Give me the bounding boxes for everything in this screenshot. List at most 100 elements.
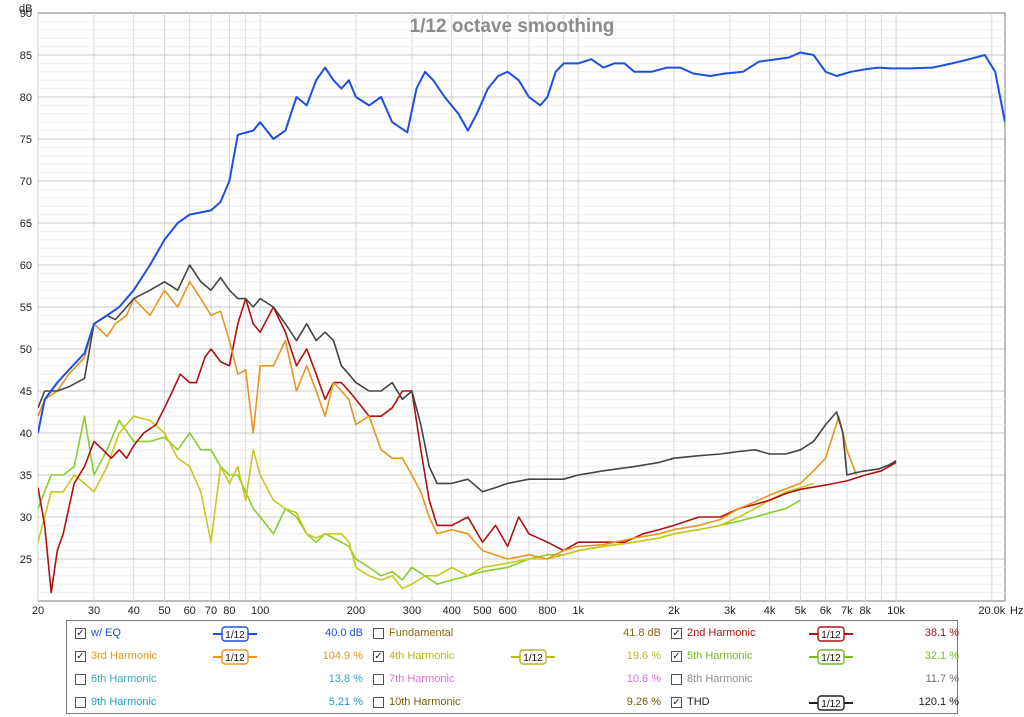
- x-tick-label: 400: [442, 605, 460, 617]
- smoothing-label: 1/12: [821, 699, 841, 710]
- series-name: 7th Harmonic: [389, 673, 455, 685]
- series-name: 4th Harmonic: [389, 650, 455, 662]
- x-axis-unit: Hz: [1010, 605, 1023, 617]
- chart-svg: 25 30 35 40 45 50 55 60 65 70 75 80 85 90 20 30 40 50 60 70…: [19, 3, 1023, 617]
- y-tick-label: 80: [20, 92, 32, 104]
- legend-row: ✓ w/ EQ 1/12 40.0 dB Fundamental 41.8 dB ✓ 2nd …: [67, 623, 959, 645]
- y-tick-label: 60: [20, 260, 32, 272]
- smoothing-button[interactable]: 1/12: [213, 626, 257, 642]
- legend-item: Fundamental 41.8 dB: [365, 623, 661, 645]
- x-tick-label: 300: [403, 605, 421, 617]
- series-name: 10th Harmonic: [389, 696, 461, 708]
- legend-item: ✓ w/ EQ 1/12 40.0 dB: [67, 623, 363, 645]
- series-line-w-eq: [38, 51, 1005, 434]
- x-tick-label: 60: [184, 605, 196, 617]
- y-tick-label: 90: [20, 8, 32, 20]
- series-line-3rd-harmonic: [38, 281, 858, 560]
- x-tick-label: 3k: [724, 605, 736, 617]
- series-value: 104.9 %: [322, 650, 363, 662]
- series-name: 2nd Harmonic: [687, 627, 756, 639]
- legend-item: ✓ 5th Harmonic 1/12 32.1 %: [663, 646, 959, 668]
- y-tick-label: 70: [20, 176, 32, 188]
- series-value: 40.0 dB: [325, 627, 363, 639]
- series-name: 3rd Harmonic: [91, 650, 158, 662]
- y-tick-label: 75: [20, 134, 32, 146]
- x-tick-label: 500: [473, 605, 491, 617]
- smoothing-button[interactable]: 1/12: [809, 649, 853, 665]
- x-tick-label: 20: [32, 605, 44, 617]
- series-checkbox[interactable]: [373, 697, 384, 708]
- series-value: 11.7 %: [925, 673, 959, 685]
- smoothing-button[interactable]: 1/12: [213, 649, 257, 665]
- series-checkbox[interactable]: ✓: [75, 651, 86, 662]
- series-value: 13.8 %: [328, 673, 363, 685]
- y-tick-label: 25: [20, 554, 32, 566]
- series-value: 38.1 %: [924, 627, 959, 639]
- legend-item: ✓ 2nd Harmonic 1/12 38.1 %: [663, 623, 959, 645]
- series-checkbox[interactable]: ✓: [373, 651, 384, 662]
- x-tick-label: 200: [347, 605, 365, 617]
- smoothing-button[interactable]: 1/12: [809, 695, 853, 711]
- x-tick-label: 10k: [887, 605, 905, 617]
- y-tick-label: 55: [20, 302, 32, 314]
- legend-item: 7th Harmonic 10.6 %: [365, 669, 661, 691]
- x-tick-label: 4k: [764, 605, 776, 617]
- series-checkbox[interactable]: ✓: [75, 628, 86, 639]
- x-tick-label: 20.0k: [978, 605, 1005, 617]
- series-value: 9.26 %: [626, 696, 661, 708]
- x-tick-label: 1k: [572, 605, 584, 617]
- grid: [37, 13, 1005, 601]
- legend-item: 9th Harmonic 5.21 %: [67, 692, 363, 714]
- series-value: 5.21 %: [328, 696, 363, 708]
- series-value: 10.6 %: [626, 673, 661, 685]
- smoothing-label: 1/12: [821, 653, 841, 664]
- series-name: 9th Harmonic: [91, 696, 157, 708]
- legend-item: ✓ THD 1/12 120.1 %: [663, 692, 959, 714]
- x-tick-label: 80: [223, 605, 235, 617]
- series-line-4th-harmonic: [38, 415, 814, 590]
- smoothing-label: 1/12: [225, 653, 245, 664]
- x-tick-label: 5k: [795, 605, 807, 617]
- axis-labels: 25 30 35 40 45 50 55 60 65 70 75 80 85 90 20 30 40 50 60 70…: [20, 8, 1006, 617]
- series-name: THD: [687, 696, 710, 708]
- series-name: 8th Harmonic: [687, 673, 753, 685]
- series-line-thd: [38, 264, 897, 493]
- legend-item: ✓ 3rd Harmonic 1/12 104.9 %: [67, 646, 363, 668]
- series-name: Fundamental: [389, 627, 454, 639]
- series-checkbox[interactable]: [75, 674, 86, 685]
- legend-item: 6th Harmonic 13.8 %: [67, 669, 363, 691]
- y-tick-label: 45: [20, 386, 32, 398]
- series-checkbox[interactable]: [671, 674, 682, 685]
- series-checkbox[interactable]: ✓: [671, 697, 682, 708]
- y-tick-label: 50: [20, 344, 32, 356]
- series-checkbox[interactable]: ✓: [671, 651, 682, 662]
- series-checkbox[interactable]: ✓: [671, 628, 682, 639]
- smoothing-button[interactable]: 1/12: [511, 649, 555, 665]
- y-axis-unit: dB: [19, 3, 32, 15]
- series-value: 120.1 %: [918, 696, 959, 708]
- x-tick-label: 100: [251, 605, 269, 617]
- legend-row: 9th Harmonic 5.21 % 10th Harmonic 9.26 % ✓ TH…: [67, 692, 959, 714]
- series-checkbox[interactable]: [75, 697, 86, 708]
- series-checkbox[interactable]: [373, 628, 384, 639]
- smoothing-label: 1/12: [523, 653, 543, 664]
- x-tick-label: 70: [205, 605, 217, 617]
- x-tick-label: 2k: [668, 605, 680, 617]
- legend-item: 10th Harmonic 9.26 %: [365, 692, 661, 714]
- y-tick-label: 35: [20, 470, 32, 482]
- chart-title: 1/12 octave smoothing: [410, 16, 615, 37]
- x-tick-label: 8k: [860, 605, 872, 617]
- y-tick-label: 40: [20, 428, 32, 440]
- series-layer: [38, 51, 1005, 594]
- legend-panel: ✓ w/ EQ 1/12 40.0 dB Fundamental 41.8 dB ✓ 2nd …: [66, 620, 959, 714]
- legend-item: 8th Harmonic 11.7 %: [663, 669, 959, 691]
- legend-item: ✓ 4th Harmonic 1/12 19.6 %: [365, 646, 661, 668]
- series-name: w/ EQ: [91, 627, 121, 639]
- series-value: 19.6 %: [626, 650, 661, 662]
- series-checkbox[interactable]: [373, 674, 384, 685]
- smoothing-button[interactable]: 1/12: [809, 626, 853, 642]
- y-tick-label: 30: [20, 512, 32, 524]
- y-tick-label: 85: [20, 50, 32, 62]
- series-name: 5th Harmonic: [687, 650, 753, 662]
- legend-row: 6th Harmonic 13.8 % 7th Harmonic 10.6 % 8th …: [67, 669, 959, 691]
